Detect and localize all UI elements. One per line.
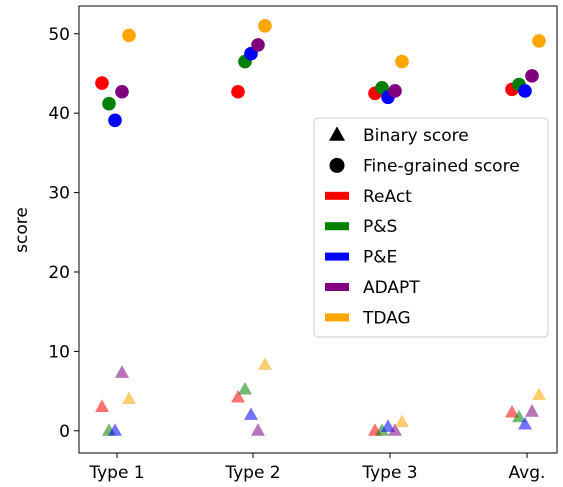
legend-marker-triangle (329, 126, 345, 141)
legend-label: ReAct (363, 187, 412, 207)
legend: Binary score Fine-grained score ReAct P&S P&… (313, 117, 549, 338)
fine-grained-point-tdag-3 (532, 34, 546, 48)
legend-box (313, 117, 549, 338)
legend-label: Binary score (363, 126, 469, 146)
data-marks (95, 19, 546, 436)
y-tick-label: 0 (59, 422, 70, 442)
binary-point-adapt-3 (525, 404, 539, 417)
plot-frame (78, 5, 558, 454)
fine-grained-point-adapt-3 (525, 69, 539, 83)
binary-point-p-e-3 (518, 416, 532, 430)
y-tick-label: 20 (48, 263, 70, 283)
axes: 0 10 20 30 40 50 Type 1 Type 2 Type 3 Avg. score (12, 5, 558, 483)
fine-grained-point-p-e-0 (108, 113, 122, 128)
fine-grained-point-react-1 (231, 84, 245, 99)
y-tick-label: 30 (48, 184, 70, 204)
binary-point-p-s-3 (512, 409, 526, 423)
fine-grained-point-adapt-2 (388, 84, 402, 98)
binary-point-adapt-1 (251, 423, 265, 436)
x-tick-label: Type 2 (224, 463, 280, 483)
x-tick-label: Type 1 (88, 463, 144, 483)
legend-label: P&E (363, 248, 397, 268)
binary-point-react-0 (95, 399, 109, 412)
legend-label: P&S (363, 217, 397, 237)
fine-grained-point-tdag-1 (258, 19, 272, 33)
legend-label: ADAPT (363, 278, 420, 298)
fine-grained-point-react-0 (95, 76, 109, 90)
legend-swatch (325, 252, 349, 261)
binary-point-adapt-2 (388, 423, 402, 436)
binary-point-p-s-1 (238, 381, 252, 395)
fine-grained-point-p-e-3 (518, 84, 532, 98)
binary-point-p-e-0 (108, 423, 122, 436)
y-tick-label: 10 (48, 342, 70, 362)
y-tick-label: 40 (48, 104, 70, 124)
legend-swatch (325, 222, 349, 231)
legend-label: Fine-grained score (363, 156, 520, 176)
binary-point-tdag-3 (532, 387, 546, 401)
fine-grained-point-adapt-0 (115, 84, 129, 99)
binary-point-react-1 (231, 389, 245, 403)
legend-label: TDAG (362, 308, 411, 328)
fine-grained-point-p-s-0 (102, 96, 116, 111)
legend-swatch (325, 283, 349, 291)
binary-point-tdag-2 (395, 414, 409, 428)
fine-grained-point-adapt-1 (251, 38, 265, 52)
legend-marker-circle (329, 157, 345, 173)
y-axis-label: score (12, 207, 32, 253)
binary-point-tdag-1 (258, 357, 272, 370)
fine-grained-point-tdag-0 (122, 28, 136, 43)
legend-swatch (325, 191, 349, 200)
binary-point-tdag-0 (122, 391, 136, 405)
y-tick-label: 50 (48, 25, 70, 45)
binary-point-p-e-1 (244, 407, 258, 420)
binary-point-adapt-0 (115, 365, 129, 378)
legend-swatch (325, 313, 349, 322)
binary-point-p-e-2 (381, 419, 395, 432)
fine-grained-point-tdag-2 (395, 54, 409, 69)
x-tick-label: Type 3 (361, 463, 417, 483)
binary-point-react-3 (505, 404, 519, 418)
x-tick-label: Avg. (509, 463, 546, 483)
binary-point-p-s-2 (375, 423, 389, 436)
